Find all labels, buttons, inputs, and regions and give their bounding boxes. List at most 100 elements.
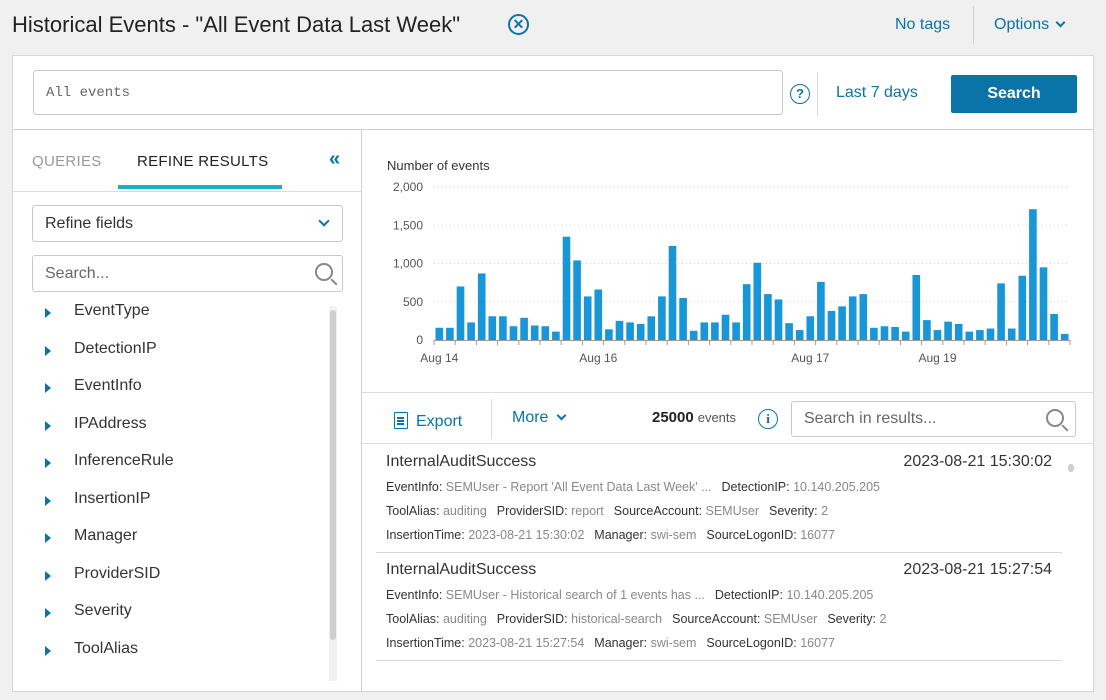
event-field-value: SEMUser (705, 504, 759, 518)
tab-refine-results[interactable]: REFINE RESULTS (137, 153, 269, 170)
chart-bar[interactable] (552, 331, 560, 340)
chart-bar[interactable] (477, 273, 486, 340)
results-search-input[interactable] (791, 401, 1076, 437)
x-tick-label: Aug 16 (579, 351, 617, 365)
chart-bar[interactable] (838, 306, 846, 340)
chart-bar[interactable] (774, 299, 783, 340)
chart-bar[interactable] (806, 316, 815, 340)
chart-bar[interactable] (679, 297, 687, 340)
chart-bar[interactable] (456, 286, 465, 340)
chart-bar[interactable] (891, 327, 899, 340)
chart-bar[interactable] (467, 322, 475, 340)
chart-bar[interactable] (901, 331, 910, 340)
question-circle-icon[interactable]: ? (790, 84, 810, 104)
refine-fields-select[interactable]: Refine fields (32, 205, 343, 242)
chart-bar[interactable] (732, 322, 740, 340)
chart-bar[interactable] (541, 326, 550, 340)
export-button[interactable]: Export (394, 409, 462, 431)
chart-bar[interactable] (711, 322, 719, 340)
search-icon[interactable] (1046, 409, 1064, 427)
caret-right-icon (45, 308, 51, 318)
chart-bar[interactable] (647, 316, 656, 340)
event-detail-line: ToolAlias: auditing ProviderSID: historic… (386, 612, 886, 626)
chart-bar[interactable] (976, 330, 984, 340)
chart-bar[interactable] (562, 236, 571, 340)
chart-bar[interactable] (880, 326, 889, 340)
chart-bar[interactable] (1007, 328, 1016, 340)
event-field-key: Manager: (594, 528, 651, 542)
chart-bar[interactable] (636, 323, 645, 340)
scrollbar-thumb[interactable] (1068, 464, 1074, 472)
chart-bar[interactable] (742, 284, 751, 340)
chart-bar[interactable] (594, 289, 603, 340)
chart-bar[interactable] (520, 317, 528, 340)
field-search-input[interactable] (32, 255, 343, 292)
chart-bar[interactable] (1050, 313, 1058, 340)
chart-bar[interactable] (435, 327, 444, 340)
search-button[interactable]: Search (951, 75, 1077, 113)
chart-bar[interactable] (817, 281, 825, 340)
chart-bar[interactable] (785, 323, 793, 340)
scrollbar-thumb[interactable] (330, 310, 336, 640)
chart-bar[interactable] (1018, 275, 1027, 340)
query-input[interactable] (33, 70, 783, 115)
chart-bar[interactable] (827, 310, 836, 340)
tags-link[interactable]: No tags (895, 16, 951, 33)
caret-right-icon (45, 533, 51, 543)
chart-bar[interactable] (583, 296, 592, 340)
event-row[interactable]: InternalAuditSuccess 2023-08-21 15:27:54 E… (376, 553, 1062, 661)
chart-bar[interactable] (658, 296, 666, 340)
time-range-link[interactable]: Last 7 days (836, 84, 918, 101)
chart-bar[interactable] (859, 294, 868, 340)
chart-bar[interactable] (997, 283, 1005, 340)
chart-bar[interactable] (626, 322, 634, 340)
event-field-key: DetectionIP: (721, 480, 794, 494)
chevron-down-icon (1055, 17, 1066, 28)
chart-bar[interactable] (764, 294, 772, 340)
close-circle-icon[interactable]: ✕ (508, 14, 529, 35)
event-field-value: SEMUser - Historical search of 1 events … (445, 588, 705, 602)
chart-bar[interactable] (689, 330, 698, 340)
y-tick-label: 1,000 (393, 257, 423, 271)
double-chevron-left-icon[interactable]: « (329, 148, 341, 170)
chart-bar[interactable] (446, 327, 454, 340)
search-bar: ? Last 7 days Search (13, 56, 1093, 130)
chart-bar[interactable] (954, 323, 963, 340)
chart-bar[interactable] (499, 316, 507, 340)
event-count-unit: events (697, 410, 737, 425)
tab-queries[interactable]: QUERIES (32, 153, 102, 170)
chart-bar[interactable] (573, 260, 581, 340)
event-field-value: SEMUser (763, 612, 818, 626)
chart-bar[interactable] (870, 327, 878, 340)
chart-bar[interactable] (923, 320, 931, 340)
y-tick-label: 500 (403, 295, 423, 309)
event-list: InternalAuditSuccess 2023-08-21 15:30:02 E… (362, 445, 1093, 691)
chart-bar[interactable] (509, 326, 518, 340)
chart-bar[interactable] (965, 331, 974, 340)
event-field-key: DetectionIP: (714, 588, 787, 602)
options-button[interactable]: Options (994, 16, 1066, 34)
chart-bar[interactable] (986, 328, 995, 340)
chart-bar[interactable] (912, 274, 921, 340)
event-field-key: ToolAlias: (386, 504, 443, 518)
chart-bar[interactable] (1039, 267, 1048, 340)
chart-bar[interactable] (1029, 209, 1037, 340)
chart-bar[interactable] (848, 296, 857, 340)
events-chart: Number of events 2,000 1,500 1,000 500 0 Aug… (362, 130, 1093, 393)
chart-bar[interactable] (615, 320, 624, 341)
chart-bar[interactable] (933, 330, 942, 340)
chart-bar[interactable] (753, 262, 762, 340)
chart-bar[interactable] (605, 329, 613, 340)
event-row[interactable]: InternalAuditSuccess 2023-08-21 15:30:02 E… (376, 445, 1062, 553)
document-export-icon (394, 412, 408, 429)
chart-bar[interactable] (721, 314, 730, 340)
chart-bar[interactable] (700, 322, 709, 340)
chart-bar[interactable] (668, 245, 677, 340)
chart-bar[interactable] (488, 316, 497, 340)
more-button[interactable]: More (512, 409, 567, 427)
chart-bar[interactable] (1060, 333, 1069, 340)
chart-bar[interactable] (530, 325, 539, 340)
chart-bar[interactable] (795, 330, 804, 340)
chart-bar[interactable] (944, 321, 952, 340)
info-circle-icon[interactable]: i (758, 409, 778, 429)
